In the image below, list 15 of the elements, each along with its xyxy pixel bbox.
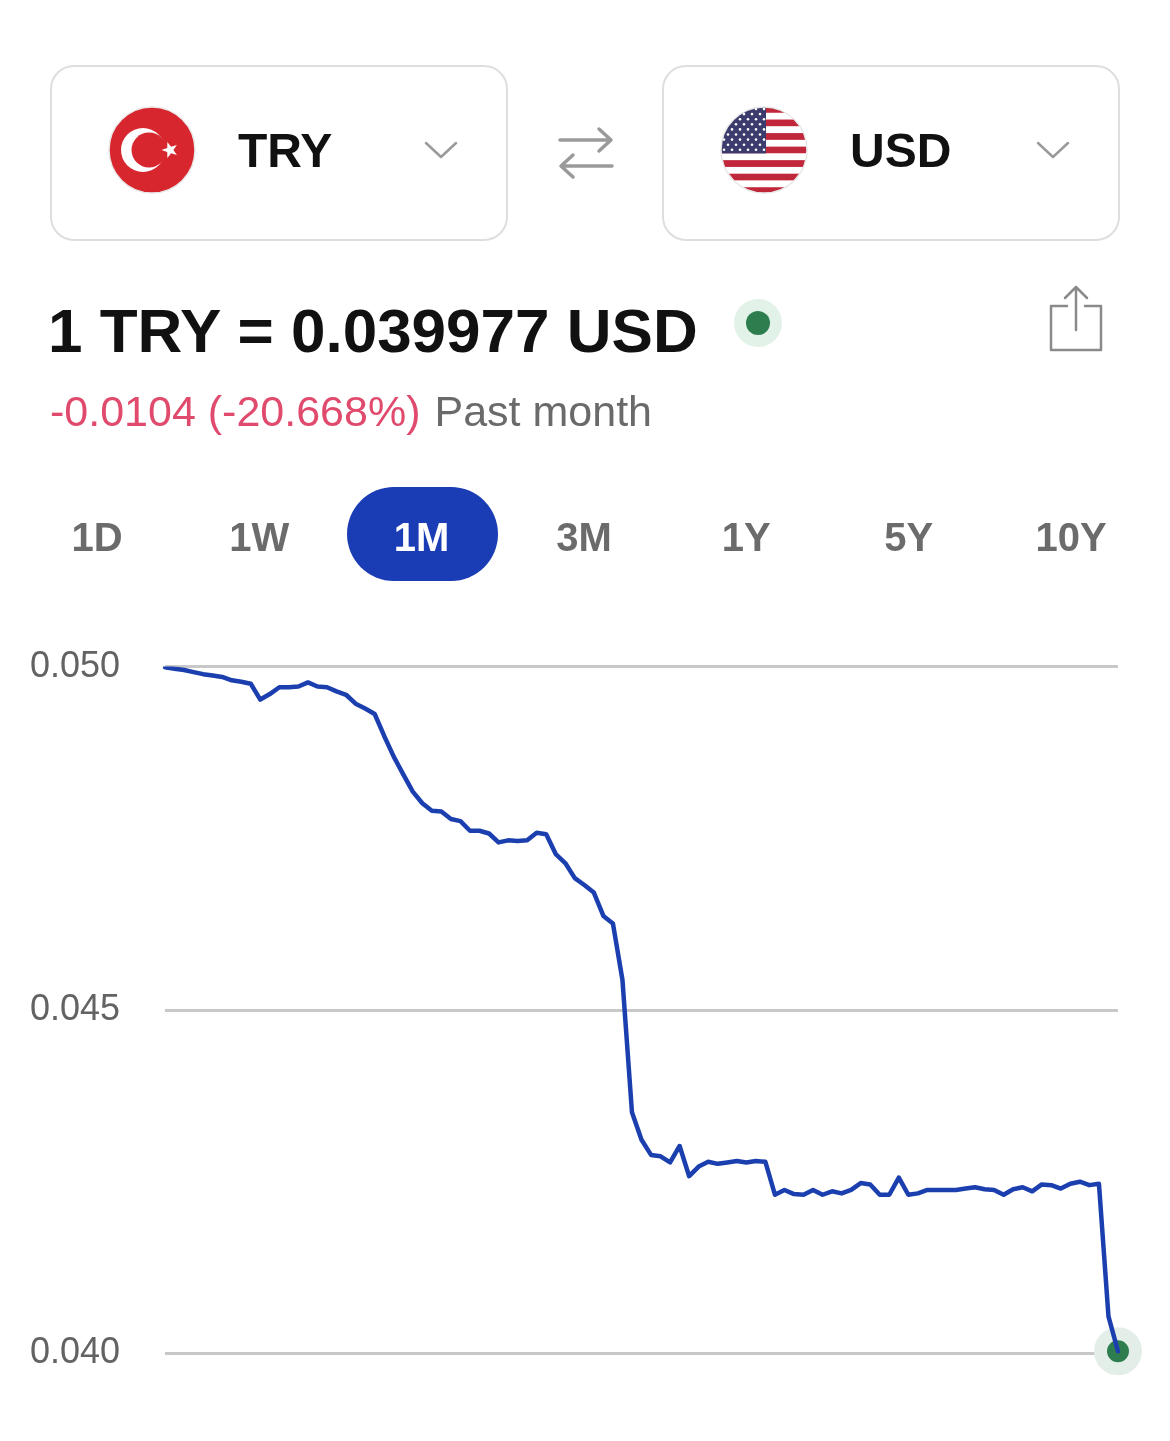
text: 5Y <box>884 515 934 559</box>
text: TRY <box>238 124 333 177</box>
text: 1Y <box>721 515 771 559</box>
y-tick-label: 0.040 <box>29 1330 120 1372</box>
text: 1D <box>71 515 123 559</box>
text: 3M <box>556 515 612 559</box>
y-tick-label: 0.045 <box>29 986 120 1028</box>
text: Past month <box>434 387 652 435</box>
chart-subtitle: -0.0104 (-20.668%) <box>50 387 421 435</box>
chart-title: 1 TRY = 0.039977 USD <box>48 296 698 365</box>
text: 1M <box>393 515 450 559</box>
text: USD <box>850 124 952 177</box>
text: 10Y <box>1035 515 1107 559</box>
text: 1W <box>229 515 290 559</box>
y-tick-label: 0.050 <box>29 643 120 685</box>
